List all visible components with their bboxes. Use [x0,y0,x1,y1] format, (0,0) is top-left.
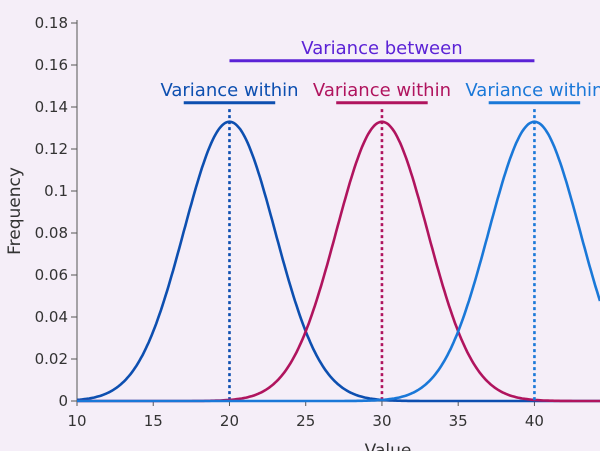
x-tick-label: 40 [525,412,544,430]
x-tick-label: 20 [220,412,239,430]
y-tick-label: 0.14 [35,98,68,116]
annotation-4-label: Variance within [465,80,600,101]
series-2-curve [77,120,600,403]
y-axis: 0 0.02 0.04 0.06 0.08 0.1 0.12 0.14 0.16 0.18 [35,14,78,410]
annotation-1-label: Variance between [301,38,462,59]
y-tick-label: 0.04 [35,308,68,326]
x-tick-label: 15 [144,412,163,430]
y-tick-label: 0.16 [35,56,68,74]
series-3-curve [77,120,600,403]
y-tick-label: 0.18 [35,14,68,32]
y-axis-title: Frequency [5,167,25,255]
y-tick-label: 0.1 [44,182,68,200]
x-tick-label: 35 [449,412,468,430]
y-tick-label: 0.02 [35,350,68,368]
y-tick-label: 0.06 [35,266,68,284]
x-tick-label: 25 [296,412,315,430]
y-tick-label: 0.12 [35,140,68,158]
x-axis: 10 15 20 25 30 35 40 [67,400,600,430]
x-axis-title: Value [365,441,412,451]
x-tick-label: 10 [67,412,86,430]
y-tick-label: 0.08 [35,224,68,242]
series-1-curve [77,120,600,403]
x-tick-label: 30 [372,412,391,430]
y-tick-label: 0 [58,392,68,410]
annotation-2-label: Variance within [160,80,298,101]
annotation-3-label: Variance within [313,80,451,101]
